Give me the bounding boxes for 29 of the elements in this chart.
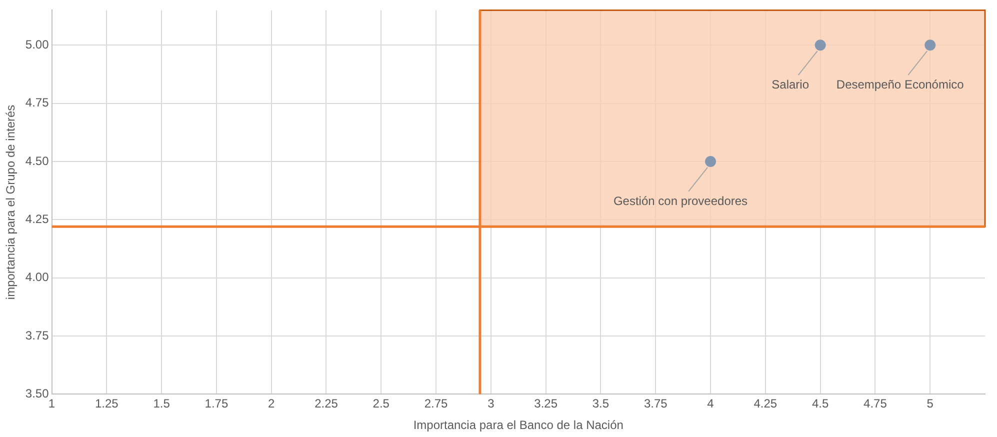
annotation: Desempeño Económico [836,77,964,92]
y-tick-label: 5.00 [25,37,50,52]
x-tick-label: 4 [707,396,714,411]
x-tick-label: 1 [48,396,56,411]
y-tick-label: 3.50 [25,386,50,401]
x-tick-label: 2 [268,396,275,411]
x-tick-label: 4.25 [754,396,778,411]
x-tick-label: 1.25 [94,396,119,411]
x-tick-label: 4.75 [864,396,888,411]
x-tick-label: 3.25 [534,396,558,411]
x-tick-label: 3.75 [644,396,668,411]
x-tick-label: 3.5 [592,396,610,411]
x-tick-label: 1.75 [204,396,228,411]
annotation: Gestión con proveedores [613,194,748,208]
x-tick-label: 4.5 [812,396,829,411]
x-axis-title: Importancia para el Banco de la Nación [413,418,624,432]
x-tick-label: 2.75 [424,396,448,411]
y-tick-label: 4.25 [25,212,50,226]
annotation: Salario [772,77,810,92]
y-axis-title: importancia para el Grupo de interés [4,104,18,300]
y-tick-label: 4.75 [25,96,50,110]
x-tick-label: 2.5 [372,396,390,411]
x-tick-label: 5 [926,396,934,411]
x-tick-label: 3 [488,396,495,411]
y-tick-label: 4.00 [25,270,50,284]
y-tick-label: 4.50 [25,154,50,168]
x-tick-label: 1.5 [153,396,170,411]
y-tick-label: 3.75 [25,328,50,342]
x-tick-label: 2.25 [314,396,338,411]
